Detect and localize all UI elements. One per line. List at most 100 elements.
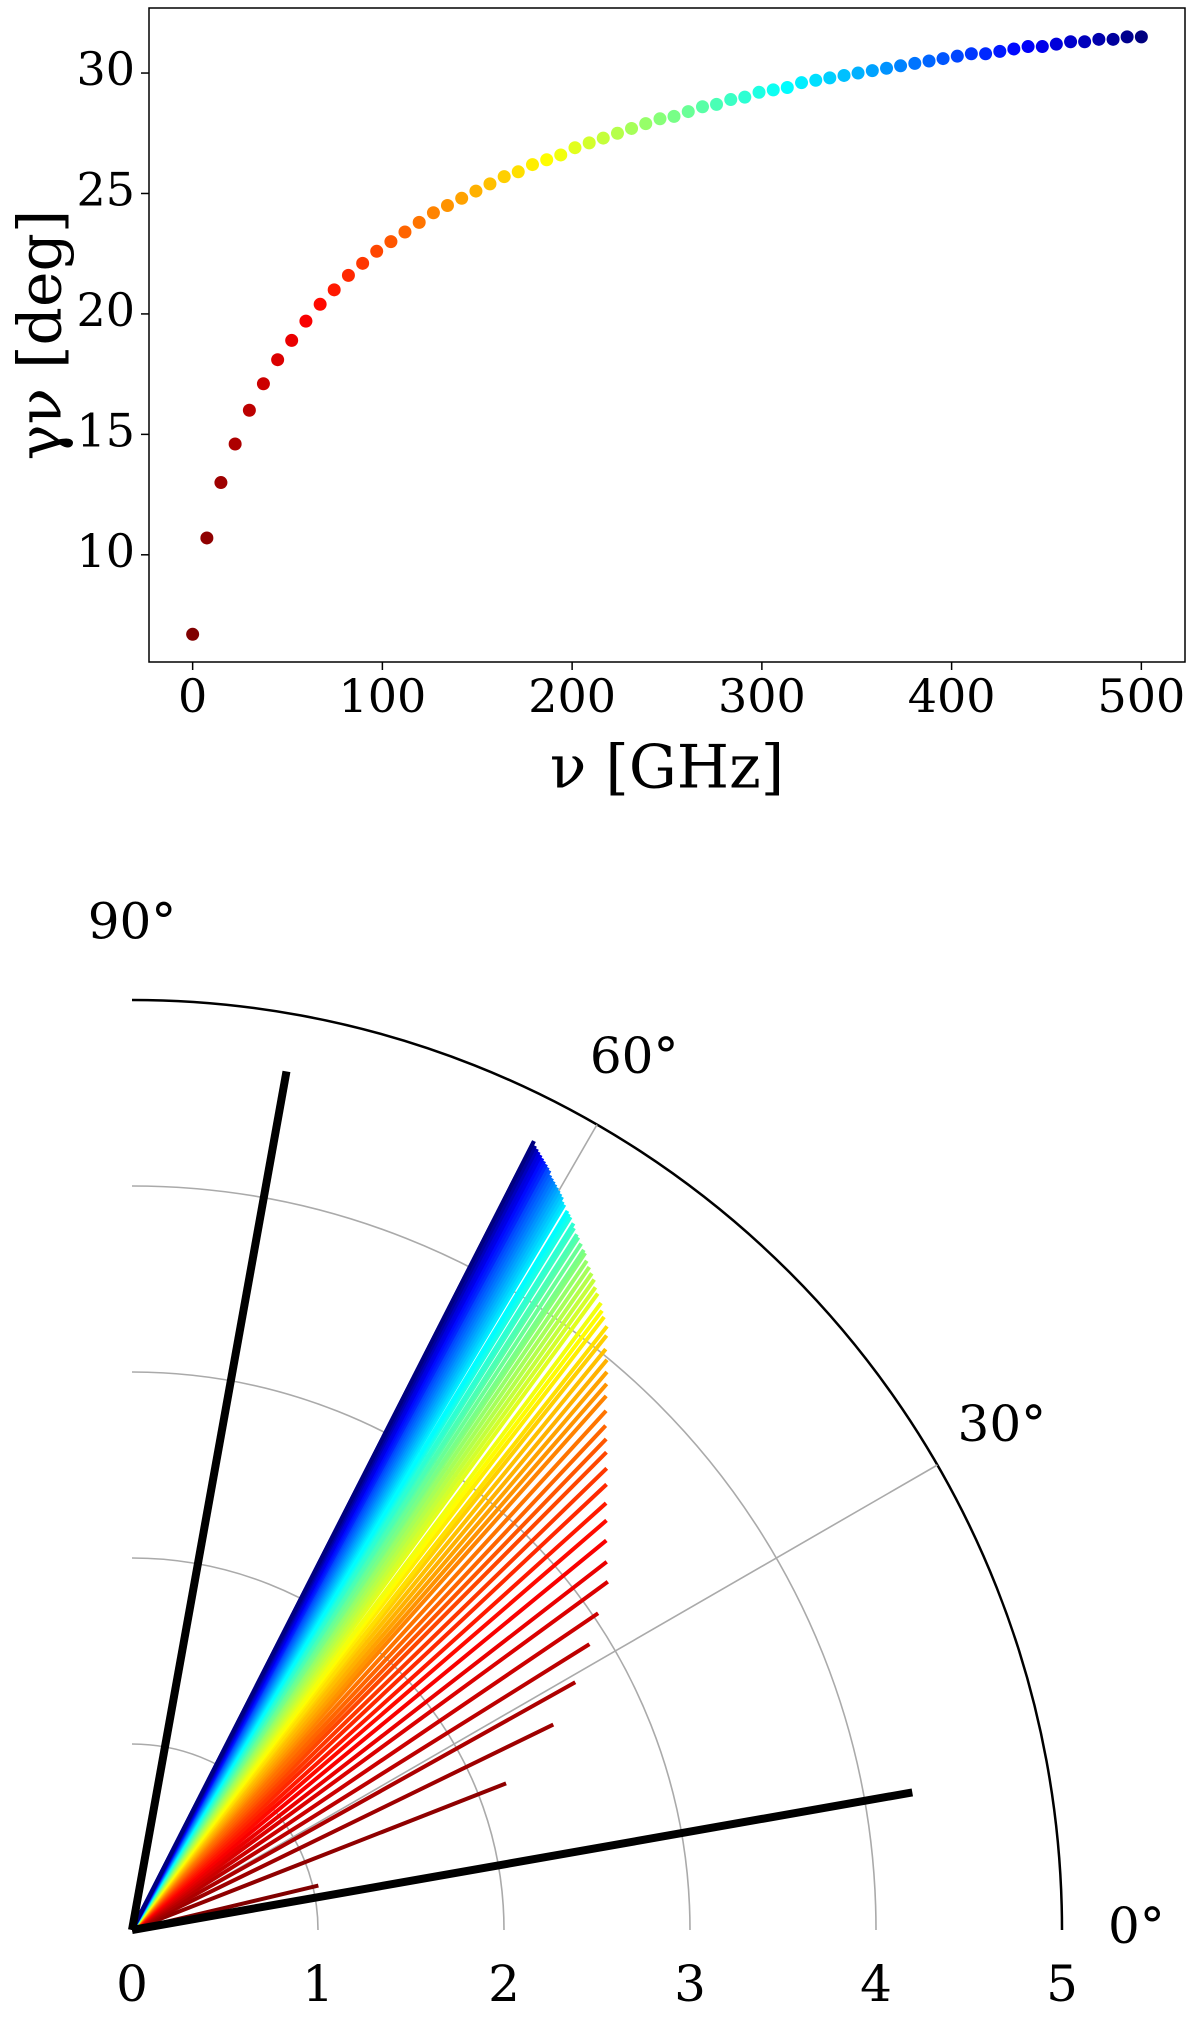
y-tick-label: 10 xyxy=(76,524,135,578)
point xyxy=(964,47,978,61)
point xyxy=(851,66,865,80)
point xyxy=(554,148,568,162)
ray xyxy=(130,1560,608,1932)
point xyxy=(752,85,766,99)
point xyxy=(568,141,582,155)
reference-line xyxy=(131,1788,914,1934)
point xyxy=(242,403,256,417)
point xyxy=(341,268,355,282)
ray xyxy=(131,1781,507,1932)
point xyxy=(993,44,1007,58)
point xyxy=(653,112,667,126)
point xyxy=(610,126,624,140)
point xyxy=(582,136,596,150)
point xyxy=(469,184,483,198)
point xyxy=(766,83,780,97)
grid-radial xyxy=(131,1464,938,1931)
y-axis-label: γν [deg] xyxy=(6,210,76,461)
point xyxy=(412,215,426,229)
point xyxy=(908,56,922,70)
point xyxy=(440,199,454,213)
point xyxy=(313,297,327,311)
ray xyxy=(131,1722,555,1932)
point xyxy=(695,100,709,114)
point xyxy=(667,109,681,123)
point xyxy=(710,97,724,111)
r-tick-label: 5 xyxy=(1046,1955,1078,2013)
r-tick-label: 3 xyxy=(674,1955,706,2013)
point xyxy=(483,177,497,191)
point xyxy=(837,68,851,82)
x-tick-label: 100 xyxy=(338,669,426,723)
point xyxy=(1134,30,1148,44)
point xyxy=(370,244,384,258)
theta-tick-label: 60° xyxy=(590,1027,679,1085)
point xyxy=(738,90,752,104)
point xyxy=(271,353,285,367)
ray xyxy=(130,1642,591,1932)
y-tick-label: 25 xyxy=(76,162,135,216)
x-tick-label: 500 xyxy=(1097,669,1185,723)
r-tick-label: 1 xyxy=(302,1955,334,2013)
point xyxy=(1064,35,1078,49)
point xyxy=(327,283,341,297)
point xyxy=(936,52,950,66)
ray xyxy=(130,1501,608,1932)
r-tick-label: 2 xyxy=(488,1955,520,2013)
point xyxy=(596,131,610,145)
x-tick-label: 400 xyxy=(908,669,996,723)
y-tick-label: 15 xyxy=(76,403,135,457)
y-tick-label: 20 xyxy=(76,283,135,337)
r-tick-label: 0 xyxy=(116,1955,148,2013)
point xyxy=(681,105,695,119)
point xyxy=(1007,42,1021,56)
point xyxy=(1120,30,1134,44)
point xyxy=(384,235,398,249)
ray xyxy=(130,1538,608,1932)
point xyxy=(299,314,313,328)
point xyxy=(1035,40,1049,54)
point xyxy=(228,437,242,451)
point xyxy=(214,476,228,490)
point xyxy=(894,59,908,73)
point xyxy=(1049,37,1063,51)
ray xyxy=(130,1580,609,1932)
scatter-frame xyxy=(148,7,1186,663)
y-tick-label: 30 xyxy=(76,42,135,96)
theta-tick-label: 0° xyxy=(1108,1897,1165,1955)
ray xyxy=(131,1680,577,1932)
point xyxy=(795,76,809,90)
point xyxy=(356,256,370,270)
point xyxy=(1021,40,1035,54)
point xyxy=(625,121,639,135)
point xyxy=(1078,35,1092,49)
point xyxy=(979,47,993,61)
point xyxy=(1106,32,1120,46)
point xyxy=(398,225,412,239)
point xyxy=(511,165,525,179)
reference-line xyxy=(128,1070,291,1931)
x-axis-label: ν [GHz] xyxy=(550,733,784,803)
point xyxy=(186,627,200,641)
grid-circle xyxy=(131,1185,877,1931)
r-tick-label: 4 xyxy=(860,1955,892,2013)
point xyxy=(950,49,964,63)
point xyxy=(865,64,879,78)
point xyxy=(880,61,894,75)
point xyxy=(639,117,653,131)
point xyxy=(1092,32,1106,46)
point xyxy=(525,158,539,172)
point xyxy=(285,333,299,347)
point xyxy=(809,73,823,87)
point xyxy=(497,170,511,184)
point xyxy=(540,153,554,167)
point xyxy=(256,377,270,391)
x-tick-label: 0 xyxy=(178,669,207,723)
polar-spine xyxy=(131,998,1064,1931)
point xyxy=(823,71,837,85)
x-tick-label: 200 xyxy=(528,669,616,723)
theta-tick-label: 90° xyxy=(88,893,177,951)
point xyxy=(780,80,794,94)
